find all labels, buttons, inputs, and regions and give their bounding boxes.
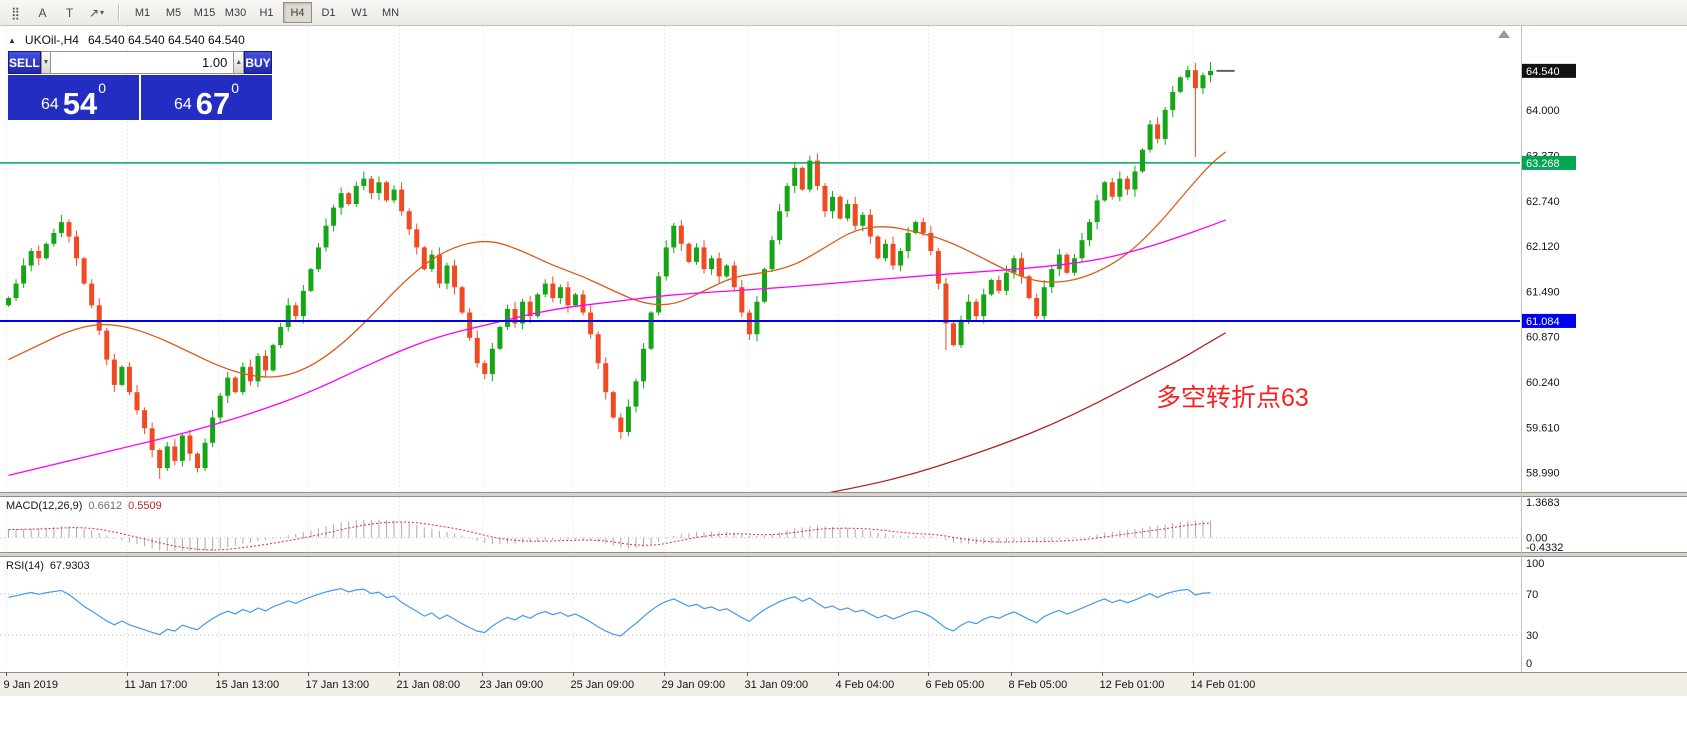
toolbar-icon-group: ⣿ A T ↗ ▾: [3, 2, 109, 23]
svg-text:17 Jan 13:00: 17 Jan 13:00: [306, 679, 370, 691]
timeframe-h1-button[interactable]: H1: [252, 2, 281, 23]
sell-price-pipette: 0: [98, 80, 107, 96]
svg-text:59.610: 59.610: [1526, 423, 1560, 435]
svg-text:14 Feb 01:00: 14 Feb 01:00: [1191, 679, 1256, 691]
volume-increase-button[interactable]: ▲: [233, 51, 245, 74]
timeframe-m15-button[interactable]: M15: [190, 2, 219, 23]
svg-text:15 Jan 13:00: 15 Jan 13:00: [216, 679, 280, 691]
svg-text:4 Feb 04:00: 4 Feb 04:00: [836, 679, 895, 691]
timeframe-m30-button[interactable]: M30: [221, 2, 250, 23]
svg-text:61.084: 61.084: [1526, 316, 1560, 328]
buy-price-pipette: 0: [231, 80, 240, 96]
svg-text:64.540: 64.540: [1526, 66, 1560, 78]
svg-text:64.000: 64.000: [1526, 105, 1560, 117]
ohlc-quote-label: 64.540 64.540 64.540 64.540: [87, 33, 245, 47]
svg-text:58.990: 58.990: [1526, 467, 1560, 479]
svg-text:-0.4332: -0.4332: [1526, 542, 1563, 554]
ma-medium-line[interactable]: [8, 219, 1226, 476]
buy-price[interactable]: 64 67 0: [141, 75, 272, 120]
chart-collapse-icon[interactable]: ▲: [8, 35, 16, 45]
svg-text:23 Jan 09:00: 23 Jan 09:00: [480, 679, 544, 691]
buy-price-whole: 64: [173, 96, 192, 113]
sell-price-whole: 64: [40, 96, 59, 113]
timeframe-m5-button[interactable]: M5: [159, 2, 188, 23]
buy-button[interactable]: BUY: [244, 51, 273, 74]
draw-tools-icon: ↗: [88, 5, 100, 20]
ma-slow-line[interactable]: [825, 332, 1226, 494]
snap-grid-button[interactable]: ⣿: [3, 2, 28, 23]
rsi-line: [8, 588, 1211, 637]
rsi-value: 67.9303: [49, 560, 90, 572]
svg-text:0: 0: [1526, 658, 1532, 670]
sell-button[interactable]: SELL: [8, 51, 41, 74]
rsi-header: RSI(14) 67.9303: [6, 560, 90, 572]
draw-tools-button[interactable]: ↗ ▾: [84, 2, 109, 23]
timeframe-m1-button[interactable]: M1: [128, 2, 157, 23]
svg-text:61.490: 61.490: [1526, 287, 1560, 299]
chart-annotation: 多空转折点63: [1156, 384, 1309, 412]
timeframe-mn-button[interactable]: MN: [376, 2, 405, 23]
svg-text:60.240: 60.240: [1526, 377, 1560, 389]
svg-text:31 Jan 09:00: 31 Jan 09:00: [745, 679, 809, 691]
svg-text:62.120: 62.120: [1526, 241, 1560, 253]
text-label-button[interactable]: A: [30, 2, 55, 23]
sell-price-pips: 54: [62, 85, 98, 121]
svg-text:70: 70: [1526, 589, 1538, 601]
svg-text:25 Jan 09:00: 25 Jan 09:00: [571, 679, 635, 691]
scroll-to-end-icon[interactable]: [1498, 30, 1510, 38]
macd-signal-value: 0.5509: [128, 500, 162, 512]
text-label-icon: A: [38, 5, 47, 20]
toolbar-separator: [118, 3, 119, 22]
svg-text:11 Jan 17:00: 11 Jan 17:00: [125, 679, 188, 691]
text-frame-icon: T: [65, 5, 74, 20]
svg-text:60.870: 60.870: [1526, 331, 1560, 343]
snap-grid-icon: ⣿: [11, 5, 20, 20]
macd-label: MACD(12,26,9): [6, 500, 83, 512]
volume-input[interactable]: [51, 51, 234, 74]
trade-controls-row: SELL ▼ ▲ BUY: [8, 51, 273, 74]
svg-text:29 Jan 09:00: 29 Jan 09:00: [662, 679, 726, 691]
svg-text:100: 100: [1526, 558, 1544, 570]
macd-header: MACD(12,26,9) 0.6612 0.5509: [6, 500, 162, 512]
svg-text:6 Feb 05:00: 6 Feb 05:00: [926, 679, 985, 691]
time-axis[interactable]: [0, 672, 1687, 696]
price-axis-labels[interactable]: 64.00063.37062.74062.12061.49060.87060.2…: [1522, 63, 1576, 670]
symbol-period-label: UKOil-,H4: [24, 33, 79, 47]
svg-text:12 Feb 01:00: 12 Feb 01:00: [1100, 679, 1165, 691]
timeframe-h4-button[interactable]: H4: [283, 2, 312, 23]
trade-prices-row: 64 54 0 64 67 0: [8, 75, 272, 120]
volume-decrease-button[interactable]: ▼: [40, 51, 52, 74]
macd-histogram: [8, 519, 1212, 551]
svg-text:9 Jan 2019: 9 Jan 2019: [4, 679, 58, 691]
svg-text:63.268: 63.268: [1526, 158, 1560, 170]
svg-text:21 Jan 08:00: 21 Jan 08:00: [397, 679, 461, 691]
top-toolbar: ⣿ A T ↗ ▾ M1 M5 M15 M30 H1 H4 D1 W1 MN: [0, 0, 1687, 26]
buy-price-pips: 67: [195, 85, 231, 121]
chart-title-bar: ▲ UKOil-,H4 64.540 64.540 64.540 64.540: [8, 33, 245, 47]
ma-fast-line[interactable]: [8, 151, 1227, 378]
timeframe-w1-button[interactable]: W1: [345, 2, 374, 23]
chevron-up-icon: ▲: [235, 59, 243, 66]
macd-value: 0.6612: [88, 500, 123, 512]
timeframe-button-group: M1 M5 M15 M30 H1 H4 D1 W1 MN: [128, 2, 405, 23]
chevron-down-icon: ▾: [100, 8, 105, 17]
svg-text:30: 30: [1526, 630, 1538, 642]
svg-text:8 Feb 05:00: 8 Feb 05:00: [1009, 679, 1068, 691]
sell-price[interactable]: 64 54 0: [8, 75, 139, 120]
timeframe-d1-button[interactable]: D1: [314, 2, 343, 23]
chevron-down-icon: ▼: [42, 59, 50, 66]
svg-text:1.3683: 1.3683: [1526, 497, 1560, 509]
svg-text:0.00: 0.00: [1526, 533, 1547, 545]
rsi-label: RSI(14): [6, 560, 44, 572]
text-frame-button[interactable]: T: [57, 2, 82, 23]
svg-text:62.740: 62.740: [1526, 196, 1560, 208]
